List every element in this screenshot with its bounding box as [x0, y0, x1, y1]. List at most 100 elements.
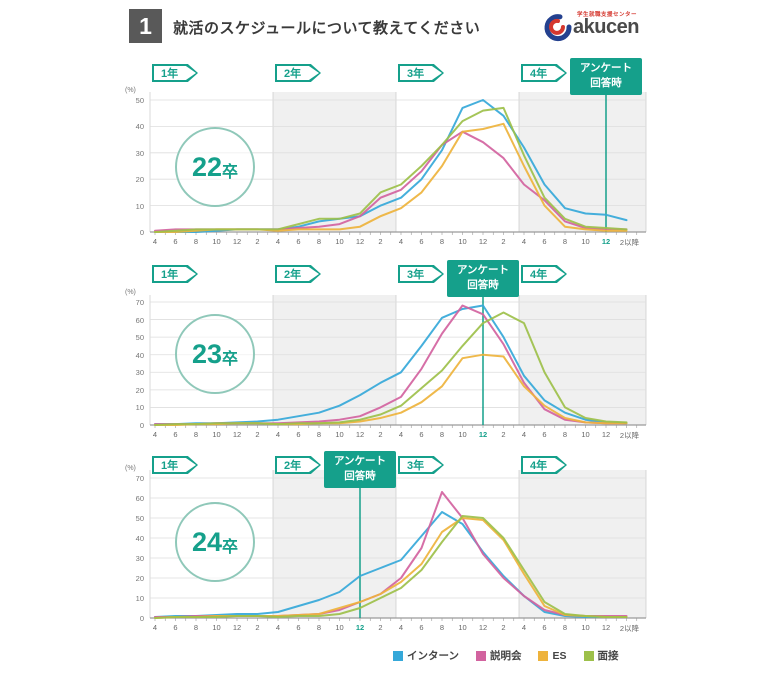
x-axis-tick-label: 6	[419, 430, 424, 439]
survey-time-badge: アンケート 回答時	[570, 58, 642, 96]
x-axis-tick-label: 12	[355, 623, 365, 632]
y-axis-tick-label: 60	[135, 494, 144, 503]
x-axis-tick-label: 4	[152, 430, 158, 439]
y-axis-tick-label: 30	[135, 368, 144, 378]
x-axis-tick-label: 12	[601, 623, 611, 632]
cohort-suffix: 卒	[222, 539, 239, 556]
gakucen-logo: 学生就職支援センター akucen	[543, 8, 663, 44]
y-axis-tick-label: 20	[135, 385, 144, 395]
logo-brand-text: akucen	[573, 16, 639, 38]
x-axis-tick-label: 10	[581, 430, 590, 439]
question-number-box: 1	[129, 9, 162, 43]
x-axis-tick-label: 12	[232, 430, 242, 439]
year-tag-3: 3年	[398, 64, 444, 82]
cohort-year: 24	[191, 526, 223, 557]
legend-item-interview: 面接	[583, 648, 619, 663]
plot-area	[149, 470, 647, 621]
x-axis-tick-label: 6	[542, 623, 547, 632]
legend-item-es: ES	[538, 650, 567, 662]
x-axis-tick-label: 6	[419, 623, 424, 632]
legend-label: 説明会	[489, 650, 522, 662]
x-axis-tick-label: 10	[212, 623, 221, 632]
x-axis-tick-label: 4	[398, 623, 404, 632]
x-axis-tick-label: 8	[193, 430, 199, 439]
year-tag-3: 3年	[398, 265, 444, 283]
x-axis-tick-label: 10	[212, 237, 221, 246]
cohort-year: 23	[191, 338, 223, 369]
x-axis-tick-label: 6	[542, 430, 547, 439]
x-axis-tick-label: 10	[335, 237, 344, 246]
x-axis-tick-label: 12	[601, 237, 611, 246]
year-tag-label: 4年	[523, 66, 565, 80]
x-axis-tick-label: 12	[232, 623, 242, 632]
es-swatch-icon	[538, 650, 549, 661]
x-axis-tick-label: 8	[439, 430, 445, 439]
y-axis-tick-label: 10	[135, 594, 144, 603]
y-axis-unit-label: (%)	[125, 87, 136, 94]
year-tag-label: 3年	[400, 458, 442, 472]
legend-item-intern: インターン	[393, 648, 459, 663]
y-axis-tick-label: 10	[135, 403, 144, 413]
year-tag-label: 4年	[523, 458, 565, 472]
year-tag-label: 4年	[523, 267, 565, 281]
x-axis-tick-label: 2	[378, 430, 383, 439]
year-tag-2: 2年	[275, 64, 321, 82]
x-axis-tick-label: 6	[296, 430, 301, 439]
survey-time-badge: アンケート 回答時	[324, 451, 396, 489]
legend-label: 面接	[597, 650, 619, 662]
x-axis-tick-label: 8	[316, 430, 322, 439]
year-tag-4: 4年	[521, 456, 567, 474]
x-axis-tick-label: 2	[255, 237, 260, 246]
y-axis-tick-label: 40	[135, 534, 144, 543]
x-axis-tick-label: 8	[316, 237, 322, 246]
gakucen-logo-mark	[544, 14, 572, 42]
x-axis-tick-label: 6	[173, 430, 178, 439]
question-number: 1	[139, 12, 152, 39]
year4-band	[519, 92, 646, 232]
x-axis-tick-label: 2	[378, 237, 383, 246]
x-axis-tick-label: 12	[601, 430, 611, 439]
x-axis-tick-label: 6	[173, 623, 178, 632]
x-axis-tick-label: 6	[173, 237, 178, 246]
x-axis-tick-label: 8	[562, 430, 568, 439]
y-axis-tick-label: 70	[135, 298, 144, 307]
cohort-suffix: 卒	[222, 164, 239, 181]
y-axis-tick-label: 0	[139, 421, 144, 430]
x-axis-tick-label: 4	[152, 237, 158, 246]
cohort-circle-label: 24 卒	[175, 502, 255, 582]
x-axis-tick-label: 4	[275, 237, 281, 246]
cohort-circle-label: 23 卒	[175, 314, 255, 394]
year-tag-label: 1年	[154, 66, 196, 80]
interview-swatch-icon	[583, 650, 594, 661]
y-axis-unit-label: (%)	[125, 289, 136, 296]
year-tag-2: 2年	[275, 456, 321, 474]
y-axis-tick-label: 50	[135, 96, 144, 105]
x-axis-tick-label: 4	[152, 623, 158, 632]
year-tag-label: 3年	[400, 66, 442, 80]
year-tag-label: 2年	[277, 267, 319, 281]
x-axis-tick-label: 4	[398, 237, 404, 246]
y-axis-tick-label: 60	[135, 315, 144, 325]
briefing-swatch-icon	[475, 650, 486, 661]
x-axis-tick-label: 12	[232, 237, 242, 246]
series-line-interview	[154, 515, 628, 619]
x-axis-tick-label: 2以降	[619, 624, 640, 633]
x-axis-tick-label: 8	[439, 237, 445, 246]
year-tag-1: 1年	[152, 265, 198, 283]
survey-time-badge: アンケート 回答時	[447, 260, 519, 298]
year-tag-3: 3年	[398, 456, 444, 474]
y-axis-tick-label: 50	[135, 333, 144, 343]
y-axis-tick-label: 0	[139, 228, 144, 237]
x-axis-tick-label: 2	[255, 623, 260, 632]
x-axis-tick-label: 2以降	[619, 431, 640, 440]
intern-swatch-icon	[393, 650, 403, 661]
x-axis-tick-label: 4	[275, 623, 281, 632]
year-tag-label: 2年	[277, 458, 319, 472]
y-axis-tick-label: 70	[135, 474, 144, 483]
cohort-circle-label: 22 卒	[175, 127, 255, 207]
y-axis-tick-label: 10	[135, 201, 144, 211]
year-tag-4: 4年	[521, 64, 567, 82]
series-line-interview	[154, 311, 628, 426]
logo-tagline: 学生就職支援センター	[577, 12, 638, 18]
year-tag-label: 1年	[154, 458, 196, 472]
